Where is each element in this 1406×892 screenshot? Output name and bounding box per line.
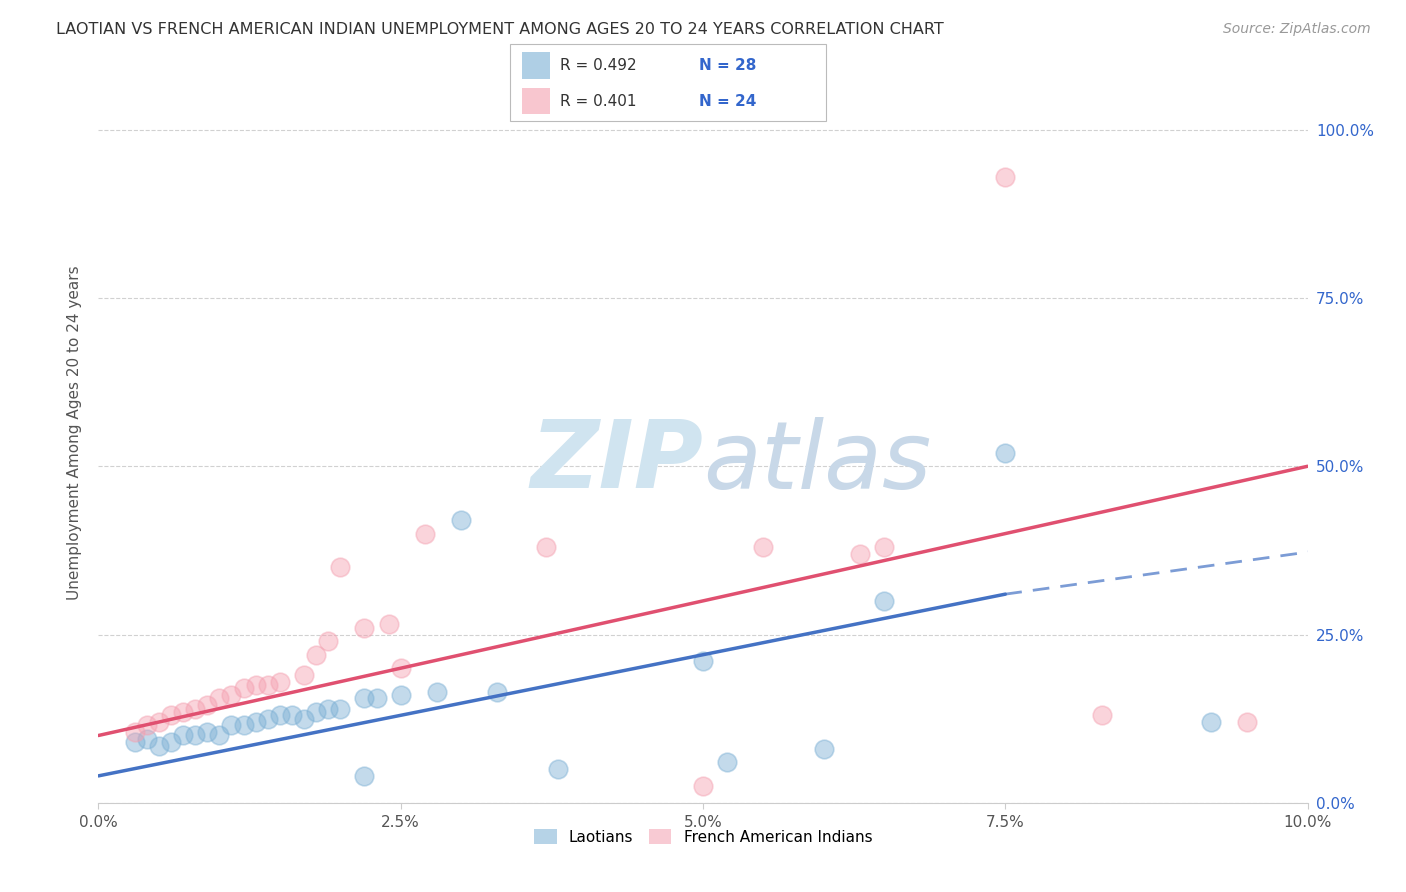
Point [752, 540, 775, 554]
Point [292, 712, 315, 726]
Point [716, 756, 738, 770]
Point [873, 540, 896, 554]
Point [245, 678, 267, 692]
Point [124, 725, 146, 739]
Point [269, 708, 291, 723]
Point [1091, 708, 1114, 723]
Point [692, 655, 714, 669]
Point [160, 735, 183, 749]
Point [184, 701, 207, 715]
Point [256, 678, 278, 692]
Point [232, 681, 254, 696]
Point [124, 735, 146, 749]
Point [450, 513, 472, 527]
Point [269, 674, 291, 689]
Point [184, 729, 207, 743]
Point [994, 446, 1017, 460]
Point [413, 526, 436, 541]
Point [208, 691, 231, 706]
Point [232, 718, 254, 732]
Point [281, 708, 304, 723]
Point [305, 648, 328, 662]
Point [135, 718, 157, 732]
Text: ZIP: ZIP [530, 417, 703, 508]
Point [389, 688, 412, 702]
Legend: Laotians, French American Indians: Laotians, French American Indians [527, 822, 879, 851]
Point [1236, 714, 1258, 729]
Point [148, 739, 170, 753]
Point [377, 617, 399, 632]
Point [353, 769, 375, 783]
Point [195, 725, 218, 739]
Point [195, 698, 218, 713]
Point [353, 621, 375, 635]
Point [221, 718, 243, 732]
FancyBboxPatch shape [523, 52, 550, 78]
Point [534, 540, 557, 554]
Point [994, 169, 1017, 184]
FancyBboxPatch shape [523, 87, 550, 114]
Point [1199, 714, 1222, 729]
FancyBboxPatch shape [510, 44, 825, 121]
Point [316, 701, 339, 715]
Text: R = 0.492: R = 0.492 [560, 58, 636, 73]
Point [160, 708, 183, 723]
Point [245, 714, 267, 729]
Point [135, 731, 157, 746]
Text: N = 24: N = 24 [699, 94, 756, 109]
Point [305, 705, 328, 719]
Point [172, 729, 194, 743]
Point [316, 634, 339, 648]
Text: atlas: atlas [703, 417, 931, 508]
Point [221, 688, 243, 702]
Point [353, 691, 375, 706]
Point [329, 560, 352, 574]
Point [813, 742, 835, 756]
Point [256, 712, 278, 726]
Point [426, 685, 449, 699]
Y-axis label: Unemployment Among Ages 20 to 24 years: Unemployment Among Ages 20 to 24 years [67, 265, 83, 600]
Text: N = 28: N = 28 [699, 58, 756, 73]
Point [172, 705, 194, 719]
Point [148, 714, 170, 729]
Point [849, 547, 872, 561]
Point [486, 685, 509, 699]
Point [547, 762, 569, 776]
Point [873, 594, 896, 608]
Point [692, 779, 714, 793]
Point [389, 661, 412, 675]
Point [208, 729, 231, 743]
Point [329, 701, 352, 715]
Point [292, 668, 315, 682]
Text: LAOTIAN VS FRENCH AMERICAN INDIAN UNEMPLOYMENT AMONG AGES 20 TO 24 YEARS CORRELA: LAOTIAN VS FRENCH AMERICAN INDIAN UNEMPL… [56, 22, 943, 37]
Point [366, 691, 388, 706]
Text: R = 0.401: R = 0.401 [560, 94, 636, 109]
Text: Source: ZipAtlas.com: Source: ZipAtlas.com [1223, 22, 1371, 37]
